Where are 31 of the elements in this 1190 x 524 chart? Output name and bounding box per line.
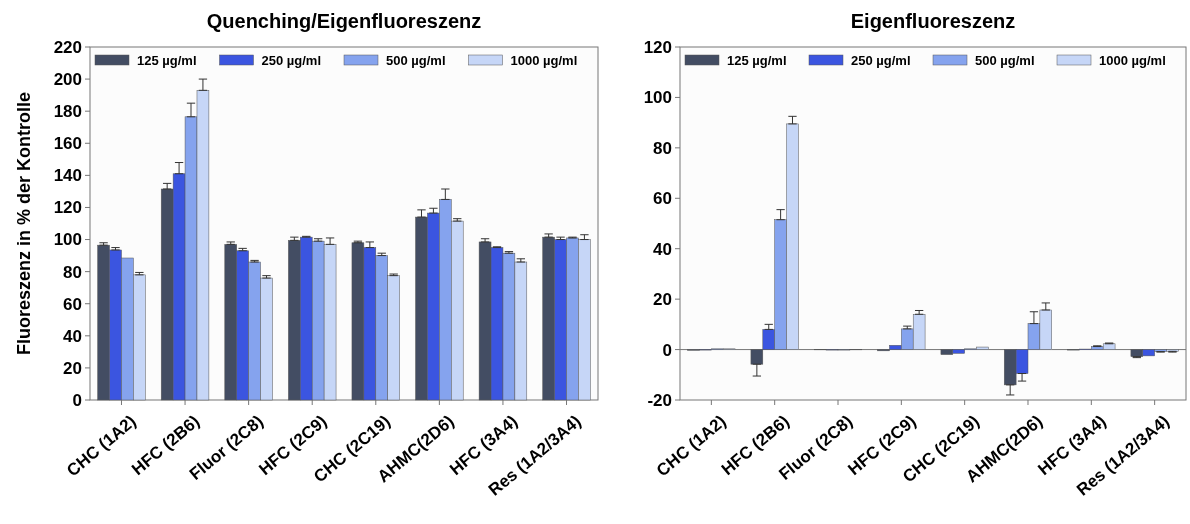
legend-label: 500 µg/ml [975, 53, 1035, 68]
legend-label: 500 µg/ml [386, 53, 446, 68]
y-tick-label: 40 [653, 239, 672, 259]
y-tick-label: 200 [53, 70, 82, 90]
y-tick-label: 0 [72, 390, 82, 410]
y-tick-label: 80 [63, 262, 82, 282]
chart-title: Eigenfluoreszenz [850, 10, 1016, 32]
y-tick-label: 40 [63, 326, 82, 346]
legend-label: 250 µg/ml [851, 53, 911, 68]
y-tick-label: 20 [653, 290, 672, 310]
y-tick-label: -20 [647, 390, 672, 410]
y-tick-label: 100 [53, 230, 82, 250]
legend-label: 125 µg/ml [727, 53, 787, 68]
y-tick-label: 20 [63, 358, 82, 378]
y-axis-title: Fluoreszenz in % der Kontrolle [14, 91, 34, 356]
y-tick-label: 120 [53, 198, 82, 218]
y-tick-label: 100 [643, 88, 672, 108]
y-tick-label: 140 [53, 166, 82, 186]
y-tick-label: 220 [53, 37, 82, 57]
legend-label: 1000 µg/ml [1099, 53, 1166, 68]
y-tick-label: 60 [653, 189, 672, 209]
y-tick-label: 180 [53, 102, 82, 122]
legend-label: 125 µg/ml [137, 53, 197, 68]
y-tick-label: 60 [63, 294, 82, 314]
y-tick-label: 120 [643, 37, 672, 57]
y-tick-label: 160 [53, 134, 82, 154]
chart-title: Quenching/Eigenfluoreszenz [206, 10, 482, 32]
legend-label: 250 µg/ml [261, 53, 322, 68]
legend-label: 1000 µg/ml [510, 53, 578, 68]
y-tick-label: 0 [662, 340, 672, 360]
y-tick-label: 80 [653, 138, 672, 158]
